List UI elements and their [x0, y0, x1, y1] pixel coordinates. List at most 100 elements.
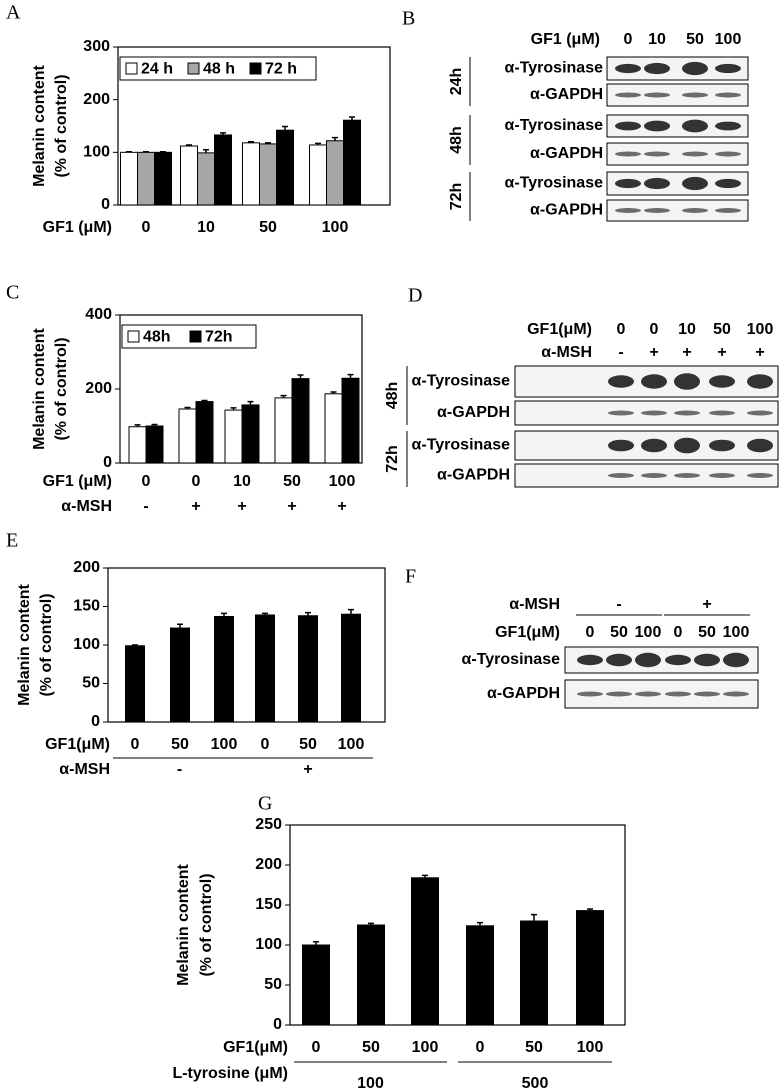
legend-swatch — [127, 330, 140, 343]
bar — [341, 377, 360, 464]
lane-label: 0 — [650, 321, 659, 338]
error-bar — [186, 144, 192, 147]
row-label: α-GAPDH — [530, 86, 603, 103]
legend-swatch — [125, 62, 138, 75]
band — [709, 410, 735, 416]
x-tick-label: 100 — [322, 219, 349, 236]
band — [723, 652, 749, 668]
panel-letter: C — [6, 282, 19, 304]
y-tick-label: 300 — [83, 38, 110, 55]
band — [682, 92, 708, 98]
error-bar — [330, 391, 337, 394]
lane-label: + — [682, 344, 691, 361]
band — [694, 691, 720, 697]
x-tick-label: 0 — [261, 736, 270, 753]
group-label: 24h — [448, 68, 465, 96]
bar — [291, 378, 310, 464]
bar — [242, 142, 260, 206]
band — [644, 92, 670, 98]
x-row-value: - — [143, 498, 148, 515]
bar — [276, 129, 294, 206]
row-label: α-Tyrosinase — [462, 651, 561, 668]
error-bar — [422, 874, 428, 878]
band — [606, 653, 632, 667]
band — [615, 63, 641, 74]
y-tick-label: 100 — [83, 144, 110, 161]
error-bar — [132, 644, 138, 646]
span-label: - — [616, 596, 621, 613]
row-label: α-Tyrosinase — [412, 437, 511, 454]
error-bar — [221, 612, 227, 617]
y-tick-label: 150 — [73, 598, 100, 615]
blot-strip — [606, 56, 749, 81]
legend-label: 48h — [143, 329, 171, 346]
x-tick-label: 0 — [312, 1039, 321, 1056]
y-axis-label: (% of control) — [53, 74, 70, 177]
legend-swatch — [189, 330, 202, 343]
row-label: α-Tyrosinase — [505, 117, 604, 134]
band — [694, 653, 720, 667]
blot-strip — [606, 142, 749, 166]
blot-strip — [606, 83, 749, 107]
band — [747, 473, 773, 478]
row-label: α-GAPDH — [487, 685, 560, 702]
x-tick-label: 100 — [338, 736, 365, 753]
band — [709, 375, 735, 388]
x-tick-label: 0 — [131, 736, 140, 753]
lane-label: - — [618, 344, 623, 361]
x-tick-label: 50 — [362, 1039, 380, 1056]
lane-label: 10 — [648, 31, 666, 48]
error-bar — [247, 400, 254, 405]
band — [608, 439, 634, 452]
band — [641, 473, 667, 478]
band — [644, 208, 670, 213]
band — [723, 691, 749, 697]
row-label: α-Tyrosinase — [505, 60, 604, 77]
bar — [128, 426, 147, 464]
panel-letter: E — [6, 530, 18, 552]
band — [615, 92, 641, 98]
band — [715, 208, 741, 213]
bar — [154, 151, 172, 206]
band — [709, 473, 735, 478]
x-tick-label: 100 — [211, 736, 238, 753]
lane-label: + — [717, 344, 726, 361]
row-label: α-GAPDH — [437, 467, 510, 484]
band — [747, 410, 773, 416]
group-name: + — [303, 761, 312, 778]
band — [615, 178, 641, 189]
bar — [195, 401, 214, 464]
bar — [302, 944, 330, 1026]
error-bar — [220, 132, 226, 135]
bar — [241, 404, 260, 464]
bar — [274, 397, 293, 464]
band — [641, 374, 667, 389]
x-tick-label: 0 — [476, 1039, 485, 1056]
band — [608, 410, 634, 416]
bar — [298, 615, 318, 723]
legend-label: 24 h — [141, 61, 173, 78]
band — [615, 151, 641, 157]
y-tick-label: 200 — [73, 559, 100, 576]
y-tick-label: 0 — [103, 454, 112, 471]
legend-label: 72 h — [265, 61, 297, 78]
x-tick-label: 0 — [192, 473, 201, 490]
lane-label: 10 — [678, 321, 696, 338]
band — [674, 410, 700, 416]
band — [635, 691, 661, 697]
y-tick-label: 100 — [255, 936, 282, 953]
bar — [343, 119, 361, 206]
band — [682, 176, 708, 191]
lane-label: 50 — [610, 624, 628, 641]
band — [641, 438, 667, 453]
error-bar — [368, 922, 374, 925]
bar — [259, 143, 277, 206]
error-bar — [265, 142, 271, 144]
lane-label: + — [649, 344, 658, 361]
group-label: 48h — [384, 382, 401, 410]
band — [715, 178, 741, 189]
error-bar — [280, 394, 287, 398]
x-axis-label: GF1 (μM) — [43, 473, 112, 490]
y-axis-label: (% of control) — [53, 337, 70, 440]
bar — [224, 409, 243, 464]
